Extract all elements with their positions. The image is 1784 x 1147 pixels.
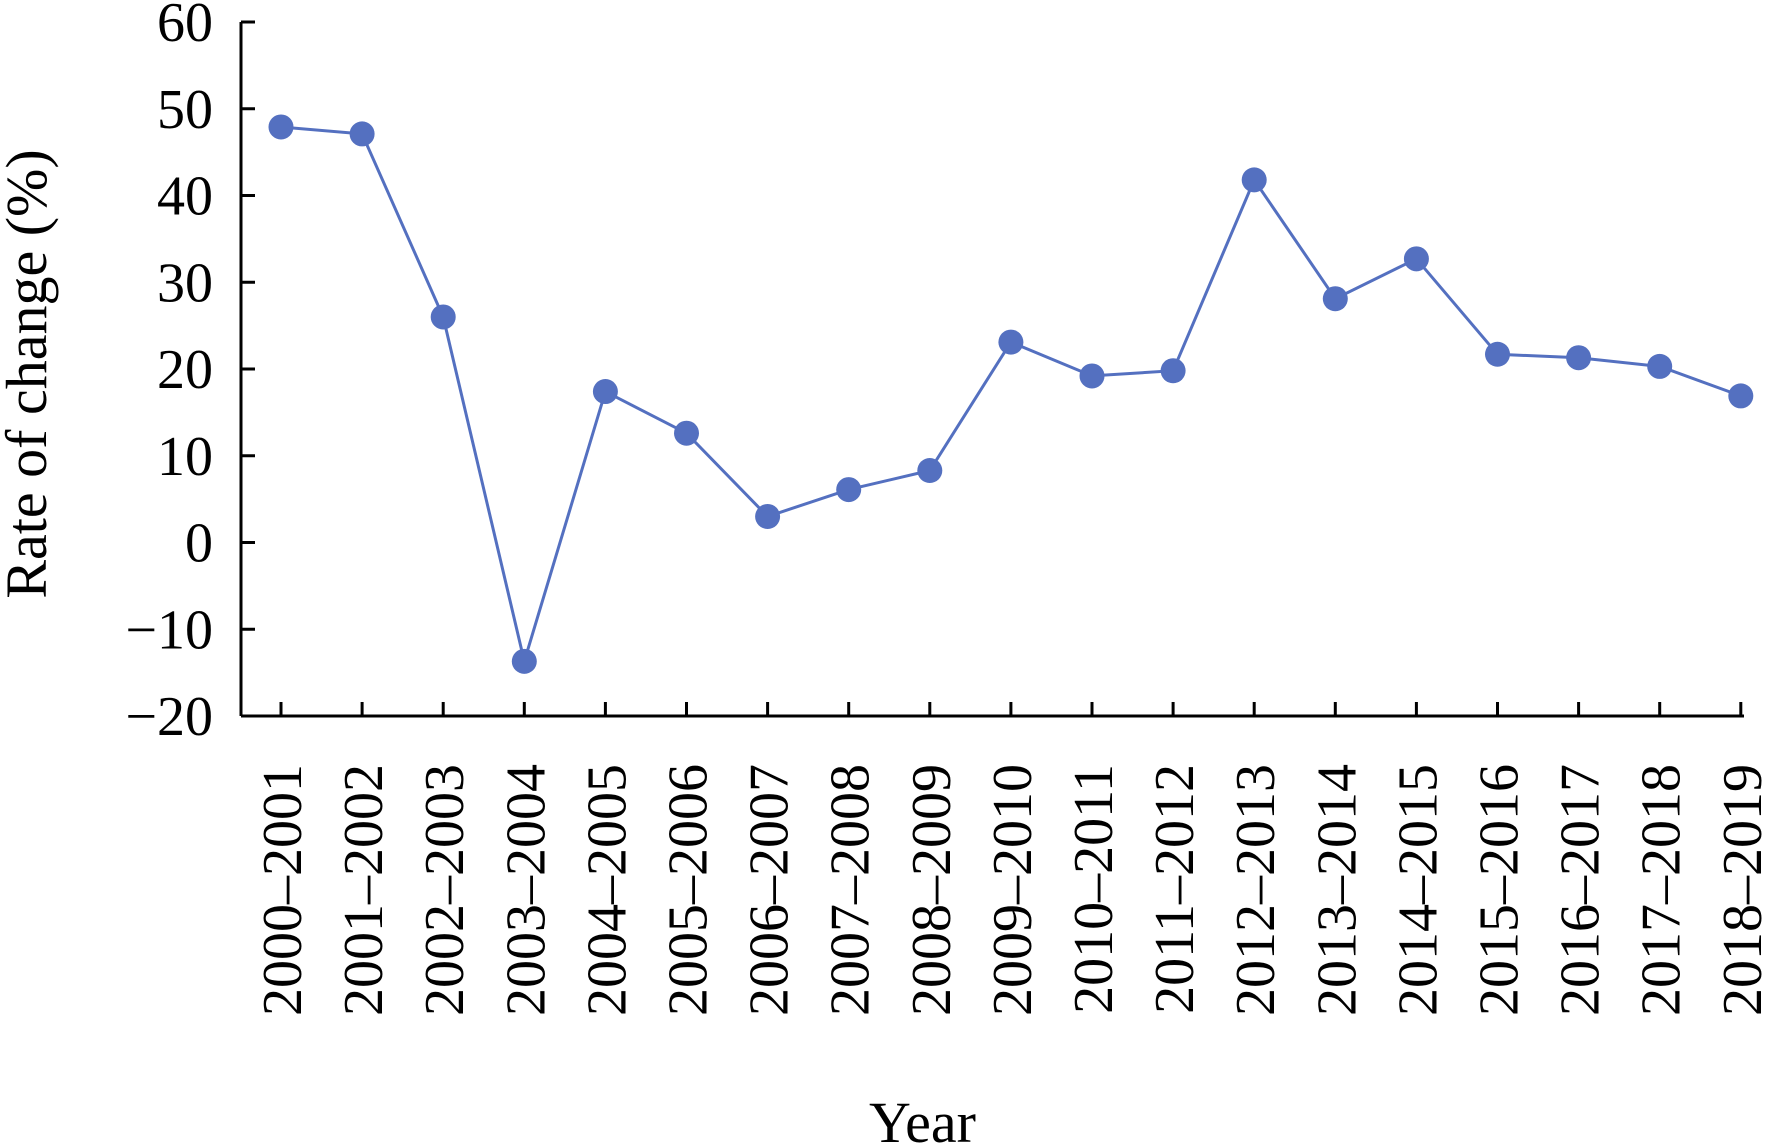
series-line — [280, 125, 1742, 668]
x-tick-label: 2015–2016 — [1469, 764, 1531, 1016]
x-tick-label: 2003–2004 — [495, 764, 557, 1016]
data-point — [1485, 341, 1510, 367]
data-point — [1160, 358, 1186, 384]
y-tick-label: 30 — [157, 252, 213, 314]
data-point — [1566, 345, 1592, 371]
data-point — [430, 304, 456, 330]
x-axis-title: Year — [869, 1090, 976, 1147]
x-tick-label: 2017–2018 — [1631, 764, 1693, 1016]
y-axis-title: Rate of change (%) — [0, 149, 59, 598]
y-tick-label: 0 — [185, 513, 213, 575]
x-tick-label: 2007–2008 — [820, 764, 882, 1016]
x-tick-label: 2005–2006 — [658, 764, 720, 1016]
x-tick-label: 2014–2015 — [1387, 764, 1449, 1016]
y-tick-label: 10 — [157, 426, 213, 488]
series-layer — [268, 114, 1754, 674]
x-tick-label: 2004–2005 — [576, 764, 638, 1016]
data-point — [836, 477, 862, 503]
y-tick-label: 50 — [157, 79, 213, 141]
x-tick-label: 2008–2009 — [901, 764, 963, 1016]
x-tick-label: 2012–2013 — [1225, 764, 1287, 1016]
x-tick-label: 2018–2019 — [1712, 764, 1774, 1016]
data-point — [511, 648, 537, 674]
data-point — [674, 420, 699, 446]
y-tick-label: −10 — [125, 599, 213, 661]
x-axis-ticks: 2000–2001 2001–2002 2002–2003 2003–2004 2004… — [252, 702, 1774, 1016]
x-tick-label: 2010–2011 — [1063, 764, 1125, 1014]
data-point — [1647, 353, 1673, 379]
data-point — [1728, 383, 1754, 409]
x-tick-label: 2001–2002 — [333, 764, 395, 1016]
data-point — [755, 503, 781, 529]
data-point — [917, 457, 943, 483]
data-point — [592, 379, 618, 405]
data-point — [998, 329, 1024, 355]
data-point — [1241, 167, 1267, 193]
y-tick-label: 60 — [157, 0, 213, 54]
data-point — [1322, 286, 1348, 312]
x-tick-label: 2002–2003 — [414, 764, 476, 1016]
y-tick-label: 40 — [157, 166, 213, 228]
y-tick-label: −20 — [125, 686, 213, 748]
x-tick-label: 2006–2007 — [739, 764, 801, 1016]
y-axis-ticks: −20 −10 0 10 20 30 40 50 60 — [125, 0, 255, 748]
data-point — [1403, 246, 1429, 272]
data-point — [268, 114, 294, 140]
x-tick-label: 2016–2017 — [1550, 764, 1612, 1016]
x-tick-label: 2009–2010 — [982, 764, 1044, 1016]
x-tick-label: 2011–2012 — [1144, 764, 1206, 1014]
data-point — [349, 121, 375, 147]
y-tick-label: 20 — [157, 339, 213, 401]
x-tick-label: 2000–2001 — [252, 764, 314, 1016]
x-tick-label: 2013–2014 — [1306, 764, 1368, 1016]
data-point — [1079, 363, 1105, 389]
